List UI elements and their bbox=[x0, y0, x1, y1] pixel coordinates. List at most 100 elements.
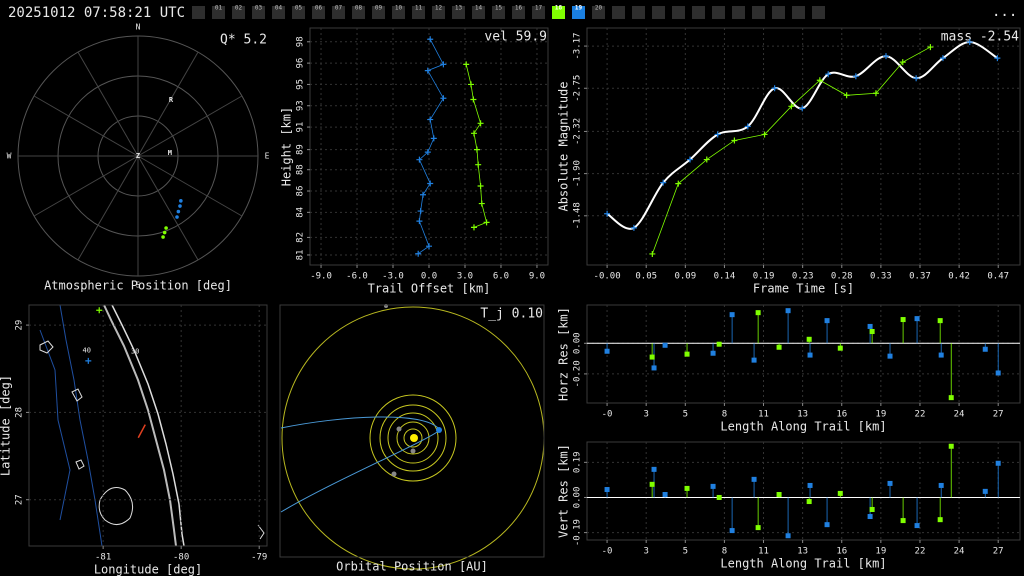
frame-label: 03 bbox=[255, 5, 263, 12]
frame-box[interactable] bbox=[512, 6, 525, 19]
spoke bbox=[137, 155, 243, 217]
point bbox=[995, 460, 1001, 466]
point bbox=[751, 476, 757, 482]
frame-box[interactable] bbox=[672, 6, 685, 19]
frame-box[interactable] bbox=[352, 6, 365, 19]
x-axis-label: Frame Time [s] bbox=[753, 282, 854, 296]
frame-box[interactable] bbox=[372, 6, 385, 19]
spoke bbox=[137, 155, 199, 261]
frame-box[interactable] bbox=[792, 6, 805, 19]
frame-box[interactable] bbox=[652, 6, 665, 19]
x-tick-label: 22 bbox=[915, 410, 926, 420]
point bbox=[729, 312, 735, 318]
point bbox=[649, 481, 655, 487]
point bbox=[478, 200, 485, 207]
frame-label: 11 bbox=[415, 5, 423, 12]
point bbox=[867, 323, 873, 329]
plot-frame bbox=[586, 441, 1021, 541]
frame-box[interactable] bbox=[572, 6, 585, 19]
x-tick-label: 0.14 bbox=[714, 272, 736, 282]
frame-box[interactable] bbox=[232, 6, 245, 19]
point bbox=[994, 55, 1001, 62]
frame-label: 13 bbox=[455, 5, 463, 12]
y-tick-label: 88 bbox=[296, 164, 306, 175]
y-tick-label: 0.19 bbox=[573, 451, 583, 473]
frame-box[interactable] bbox=[312, 6, 325, 19]
point bbox=[477, 120, 484, 127]
point bbox=[869, 328, 875, 334]
frame-box[interactable] bbox=[272, 6, 285, 19]
frame-box[interactable] bbox=[712, 6, 725, 19]
frame-box[interactable] bbox=[532, 6, 545, 19]
y-tick-label: 91 bbox=[296, 122, 306, 133]
point bbox=[914, 523, 920, 529]
frame-box[interactable] bbox=[772, 6, 785, 19]
point bbox=[604, 348, 610, 354]
point bbox=[771, 85, 778, 92]
x-tick-label: 0.47 bbox=[987, 272, 1009, 282]
point bbox=[483, 219, 490, 226]
frame-box[interactable] bbox=[432, 6, 445, 19]
frame-box[interactable] bbox=[212, 6, 225, 19]
point bbox=[684, 351, 690, 357]
cardinal: S bbox=[136, 281, 141, 290]
y-tick-label: 81 bbox=[296, 250, 306, 261]
point bbox=[913, 75, 920, 82]
frame-box[interactable] bbox=[392, 6, 405, 19]
frame-box[interactable] bbox=[192, 6, 205, 19]
point bbox=[872, 90, 879, 97]
frame-box[interactable] bbox=[332, 6, 345, 19]
point bbox=[420, 191, 427, 198]
frame-box[interactable] bbox=[292, 6, 305, 19]
point bbox=[473, 146, 480, 153]
x-tick-label: 0.33 bbox=[870, 272, 892, 282]
y-tick-label: 27 bbox=[15, 494, 25, 505]
menu[interactable]: ... bbox=[992, 4, 1017, 20]
frame-box[interactable] bbox=[552, 6, 565, 19]
y-tick-label: 0.00 bbox=[573, 487, 583, 509]
frame-box[interactable] bbox=[752, 6, 765, 19]
frame-box[interactable] bbox=[412, 6, 425, 19]
y-axis-label: Latitude [deg] bbox=[0, 375, 13, 476]
frame-box[interactable] bbox=[472, 6, 485, 19]
x-tick-label: 11 bbox=[758, 410, 769, 420]
y-tick-label: 84 bbox=[296, 207, 306, 218]
y-tick-label: 96 bbox=[296, 58, 306, 69]
plot-frame bbox=[586, 304, 1021, 404]
point bbox=[776, 344, 782, 350]
y-tick-label: 86 bbox=[296, 186, 306, 197]
x-tick-label: 8 bbox=[722, 410, 727, 420]
frame-box[interactable] bbox=[492, 6, 505, 19]
point bbox=[887, 353, 893, 359]
point bbox=[427, 116, 434, 123]
y-axis-label: Absolute Magnitude bbox=[557, 81, 571, 211]
point bbox=[417, 208, 424, 215]
x-tick-label: 6.0 bbox=[493, 272, 509, 282]
x-tick-label: 19 bbox=[875, 547, 886, 557]
y-tick-label: -0.19 bbox=[573, 519, 583, 546]
frame-box[interactable] bbox=[692, 6, 705, 19]
point bbox=[995, 370, 1001, 376]
frame-box[interactable] bbox=[812, 6, 825, 19]
point bbox=[470, 96, 477, 103]
point bbox=[882, 53, 889, 60]
point bbox=[440, 61, 447, 68]
point bbox=[161, 235, 165, 239]
frame-box[interactable] bbox=[592, 6, 605, 19]
x-tick-label: 22 bbox=[915, 547, 926, 557]
point bbox=[440, 95, 447, 102]
frame-box[interactable] bbox=[632, 6, 645, 19]
point bbox=[900, 518, 906, 524]
point bbox=[675, 180, 682, 187]
point bbox=[799, 105, 806, 112]
frame-box[interactable] bbox=[252, 6, 265, 19]
frame-box[interactable] bbox=[612, 6, 625, 19]
spoke bbox=[77, 155, 139, 261]
frame-box[interactable] bbox=[452, 6, 465, 19]
frame-label: 15 bbox=[495, 5, 503, 12]
point bbox=[604, 487, 610, 493]
y-tick-label: 0.00 bbox=[573, 332, 583, 354]
frame-box[interactable] bbox=[732, 6, 745, 19]
x-tick-label: -0 bbox=[602, 410, 613, 420]
point bbox=[806, 336, 812, 342]
